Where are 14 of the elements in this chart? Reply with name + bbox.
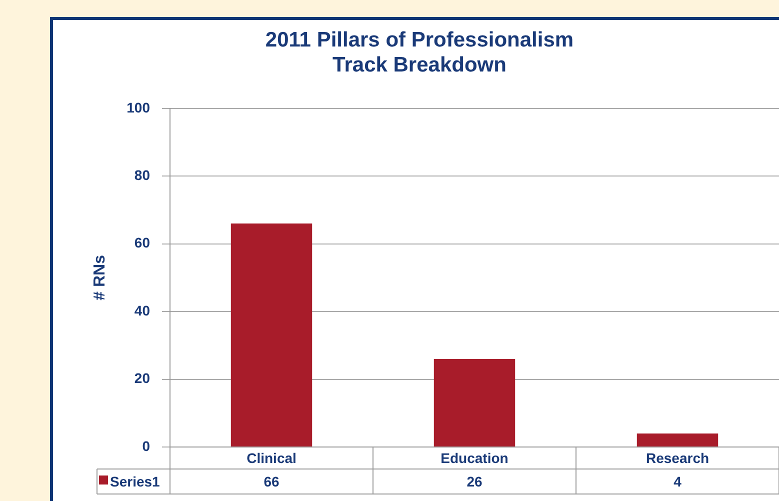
chart-title: 2011 Pillars of Professionalism Track Breakdown xyxy=(265,28,574,77)
bar xyxy=(636,433,718,446)
y-tick-label: 40 xyxy=(134,302,150,318)
x-tick-label: Education xyxy=(440,450,508,466)
y-tick-label: 100 xyxy=(126,99,150,116)
y-tick-label: 0 xyxy=(142,438,150,454)
y-axis-title: # RNs xyxy=(91,254,108,300)
y-tick-label: 80 xyxy=(134,166,150,183)
y-tick-label: 20 xyxy=(134,370,150,386)
bar xyxy=(230,224,312,446)
bar xyxy=(434,358,516,446)
x-tick-label: Clinical xyxy=(246,450,296,466)
x-tick-label: Research xyxy=(646,450,710,466)
y-tick-label: 60 xyxy=(134,234,150,251)
